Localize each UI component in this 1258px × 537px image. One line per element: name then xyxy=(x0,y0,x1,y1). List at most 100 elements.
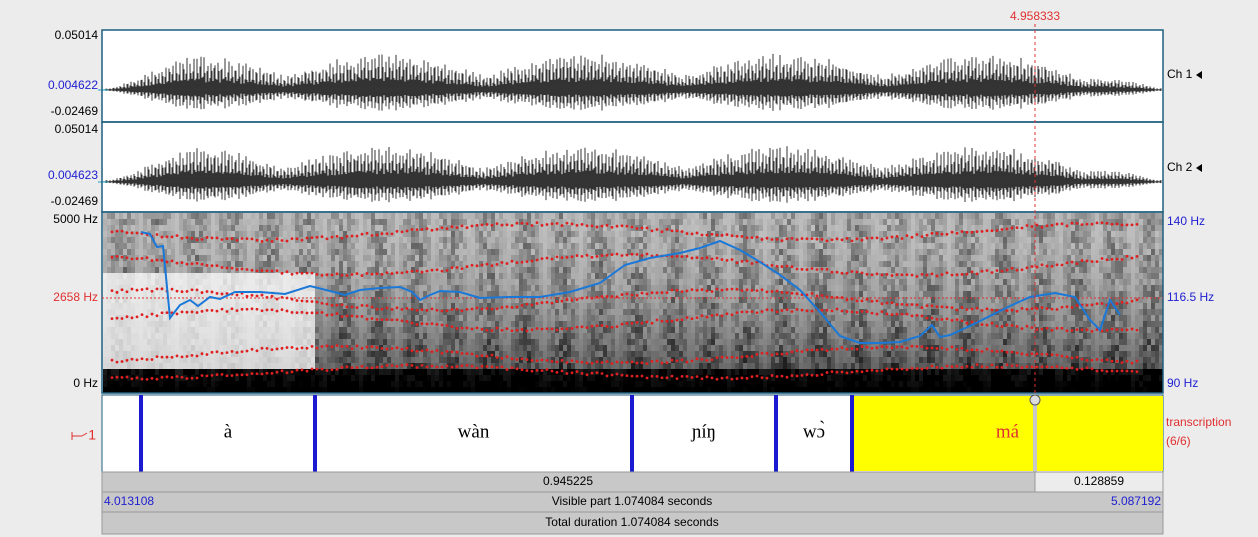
spectrogram-cell xyxy=(463,267,467,273)
spectrogram-cell xyxy=(263,279,267,285)
spectrogram-cell xyxy=(319,213,323,219)
spectrogram-cell xyxy=(127,231,131,237)
spectrogram-cell xyxy=(707,249,711,255)
spectrogram-cell xyxy=(327,297,331,303)
spectrogram-cell xyxy=(619,297,623,303)
spectrogram-cell xyxy=(511,357,515,363)
spectrogram-cell xyxy=(495,375,499,381)
spectrogram-cell xyxy=(115,309,119,315)
spectrogram-cell xyxy=(283,231,287,237)
spectrogram-cell xyxy=(687,345,691,351)
spectrogram-cell xyxy=(339,303,343,309)
spectrogram-cell xyxy=(603,237,607,243)
spectrogram-cell xyxy=(631,369,635,375)
spectrogram-cell xyxy=(319,237,323,243)
spectrogram-cell xyxy=(627,273,631,279)
spectrogram-cell xyxy=(211,219,215,225)
spectrogram-cell xyxy=(223,327,227,333)
spectrogram-cell xyxy=(111,333,115,339)
spectrogram-cell xyxy=(663,345,667,351)
spectrogram-cell xyxy=(735,327,739,333)
spectrogram-cell xyxy=(391,327,395,333)
spectrogram-cell xyxy=(339,243,343,249)
spectrogram-cell xyxy=(599,381,603,387)
spectrogram-cell xyxy=(259,357,263,363)
spectrogram-cell xyxy=(607,303,611,309)
spectrogram-cell xyxy=(523,351,527,357)
spectrogram-cell xyxy=(167,219,171,225)
spectrogram-cell xyxy=(499,339,503,345)
spectrogram-cell xyxy=(355,387,359,393)
spectrogram-cell xyxy=(219,363,223,369)
spectrogram-cell xyxy=(223,315,227,321)
spectrogram-cell xyxy=(407,249,411,255)
spectrogram-cell xyxy=(423,285,427,291)
spectrogram-cell xyxy=(723,303,727,309)
spectrogram-cell xyxy=(371,369,375,375)
spectrogram-cell xyxy=(499,279,503,285)
spectrogram-cell xyxy=(371,327,375,333)
spectrogram-cell xyxy=(167,327,171,333)
spectrogram-cell xyxy=(655,213,659,219)
spectrogram-cell xyxy=(515,255,519,261)
spectrogram-cell xyxy=(275,315,279,321)
spectrogram-cell xyxy=(347,363,351,369)
spectrogram-cell xyxy=(447,321,451,327)
spectrogram-cell xyxy=(535,333,539,339)
spectrogram-cell xyxy=(235,375,239,381)
spectrogram-cell xyxy=(159,225,163,231)
spectrogram-cell xyxy=(447,225,451,231)
spectrogram-cell xyxy=(395,219,399,225)
spectrogram-cell xyxy=(691,363,695,369)
spectrogram-cell xyxy=(271,387,275,393)
spectrogram-cell xyxy=(683,219,687,225)
spectrogram-cell xyxy=(271,279,275,285)
spectrogram-cell xyxy=(455,375,459,381)
spectrogram-cell xyxy=(659,369,663,375)
spectrogram-cell xyxy=(603,303,607,309)
spectrogram-cell xyxy=(227,345,231,351)
spectrogram-cell xyxy=(347,285,351,291)
spectrogram-cell xyxy=(519,249,523,255)
spectrogram-cell xyxy=(263,219,267,225)
spectrogram-cell xyxy=(223,369,227,375)
spectrogram-cell xyxy=(175,375,179,381)
spectrogram-cell xyxy=(323,243,327,249)
spectrogram-cell xyxy=(271,255,275,261)
spectrogram-cell xyxy=(503,255,507,261)
spectrogram-cell xyxy=(479,273,483,279)
spectrogram-cell xyxy=(391,213,395,219)
spectrogram-cell xyxy=(499,297,503,303)
spectrogram-cell xyxy=(135,273,139,279)
spectrogram-cell xyxy=(103,285,107,291)
spectrogram-cell xyxy=(683,321,687,327)
spectrogram-cell xyxy=(443,327,447,333)
spectrogram-cell xyxy=(343,231,347,237)
spectrogram-cell xyxy=(187,291,191,297)
spectrogram-cell xyxy=(363,345,367,351)
spectrogram-cell xyxy=(615,213,619,219)
spectrogram-cell xyxy=(467,315,471,321)
spectrogram-cell xyxy=(611,243,615,249)
spectrogram-cell xyxy=(723,351,727,357)
spectrogram-cell xyxy=(171,225,175,231)
spectrogram-cell xyxy=(227,363,231,369)
spectrogram-cell xyxy=(295,369,299,375)
spectrogram-cell xyxy=(439,261,443,267)
spectrogram-cell xyxy=(547,345,551,351)
spectrogram-cell xyxy=(531,291,535,297)
spectrogram-cell xyxy=(251,273,255,279)
spectrogram-cell xyxy=(175,339,179,345)
spectrogram-cell xyxy=(519,345,523,351)
spectrogram-cell xyxy=(123,381,127,387)
spectrogram-cell xyxy=(503,303,507,309)
spectrogram-cell xyxy=(431,303,435,309)
spectrogram-cell xyxy=(531,309,535,315)
spectrogram-cell xyxy=(579,381,583,387)
spectrogram-cell xyxy=(331,213,335,219)
spectrogram-cell xyxy=(131,273,135,279)
spectrogram-cell xyxy=(495,369,499,375)
spectrogram-cell xyxy=(459,273,463,279)
spectrogram-cell xyxy=(403,375,407,381)
